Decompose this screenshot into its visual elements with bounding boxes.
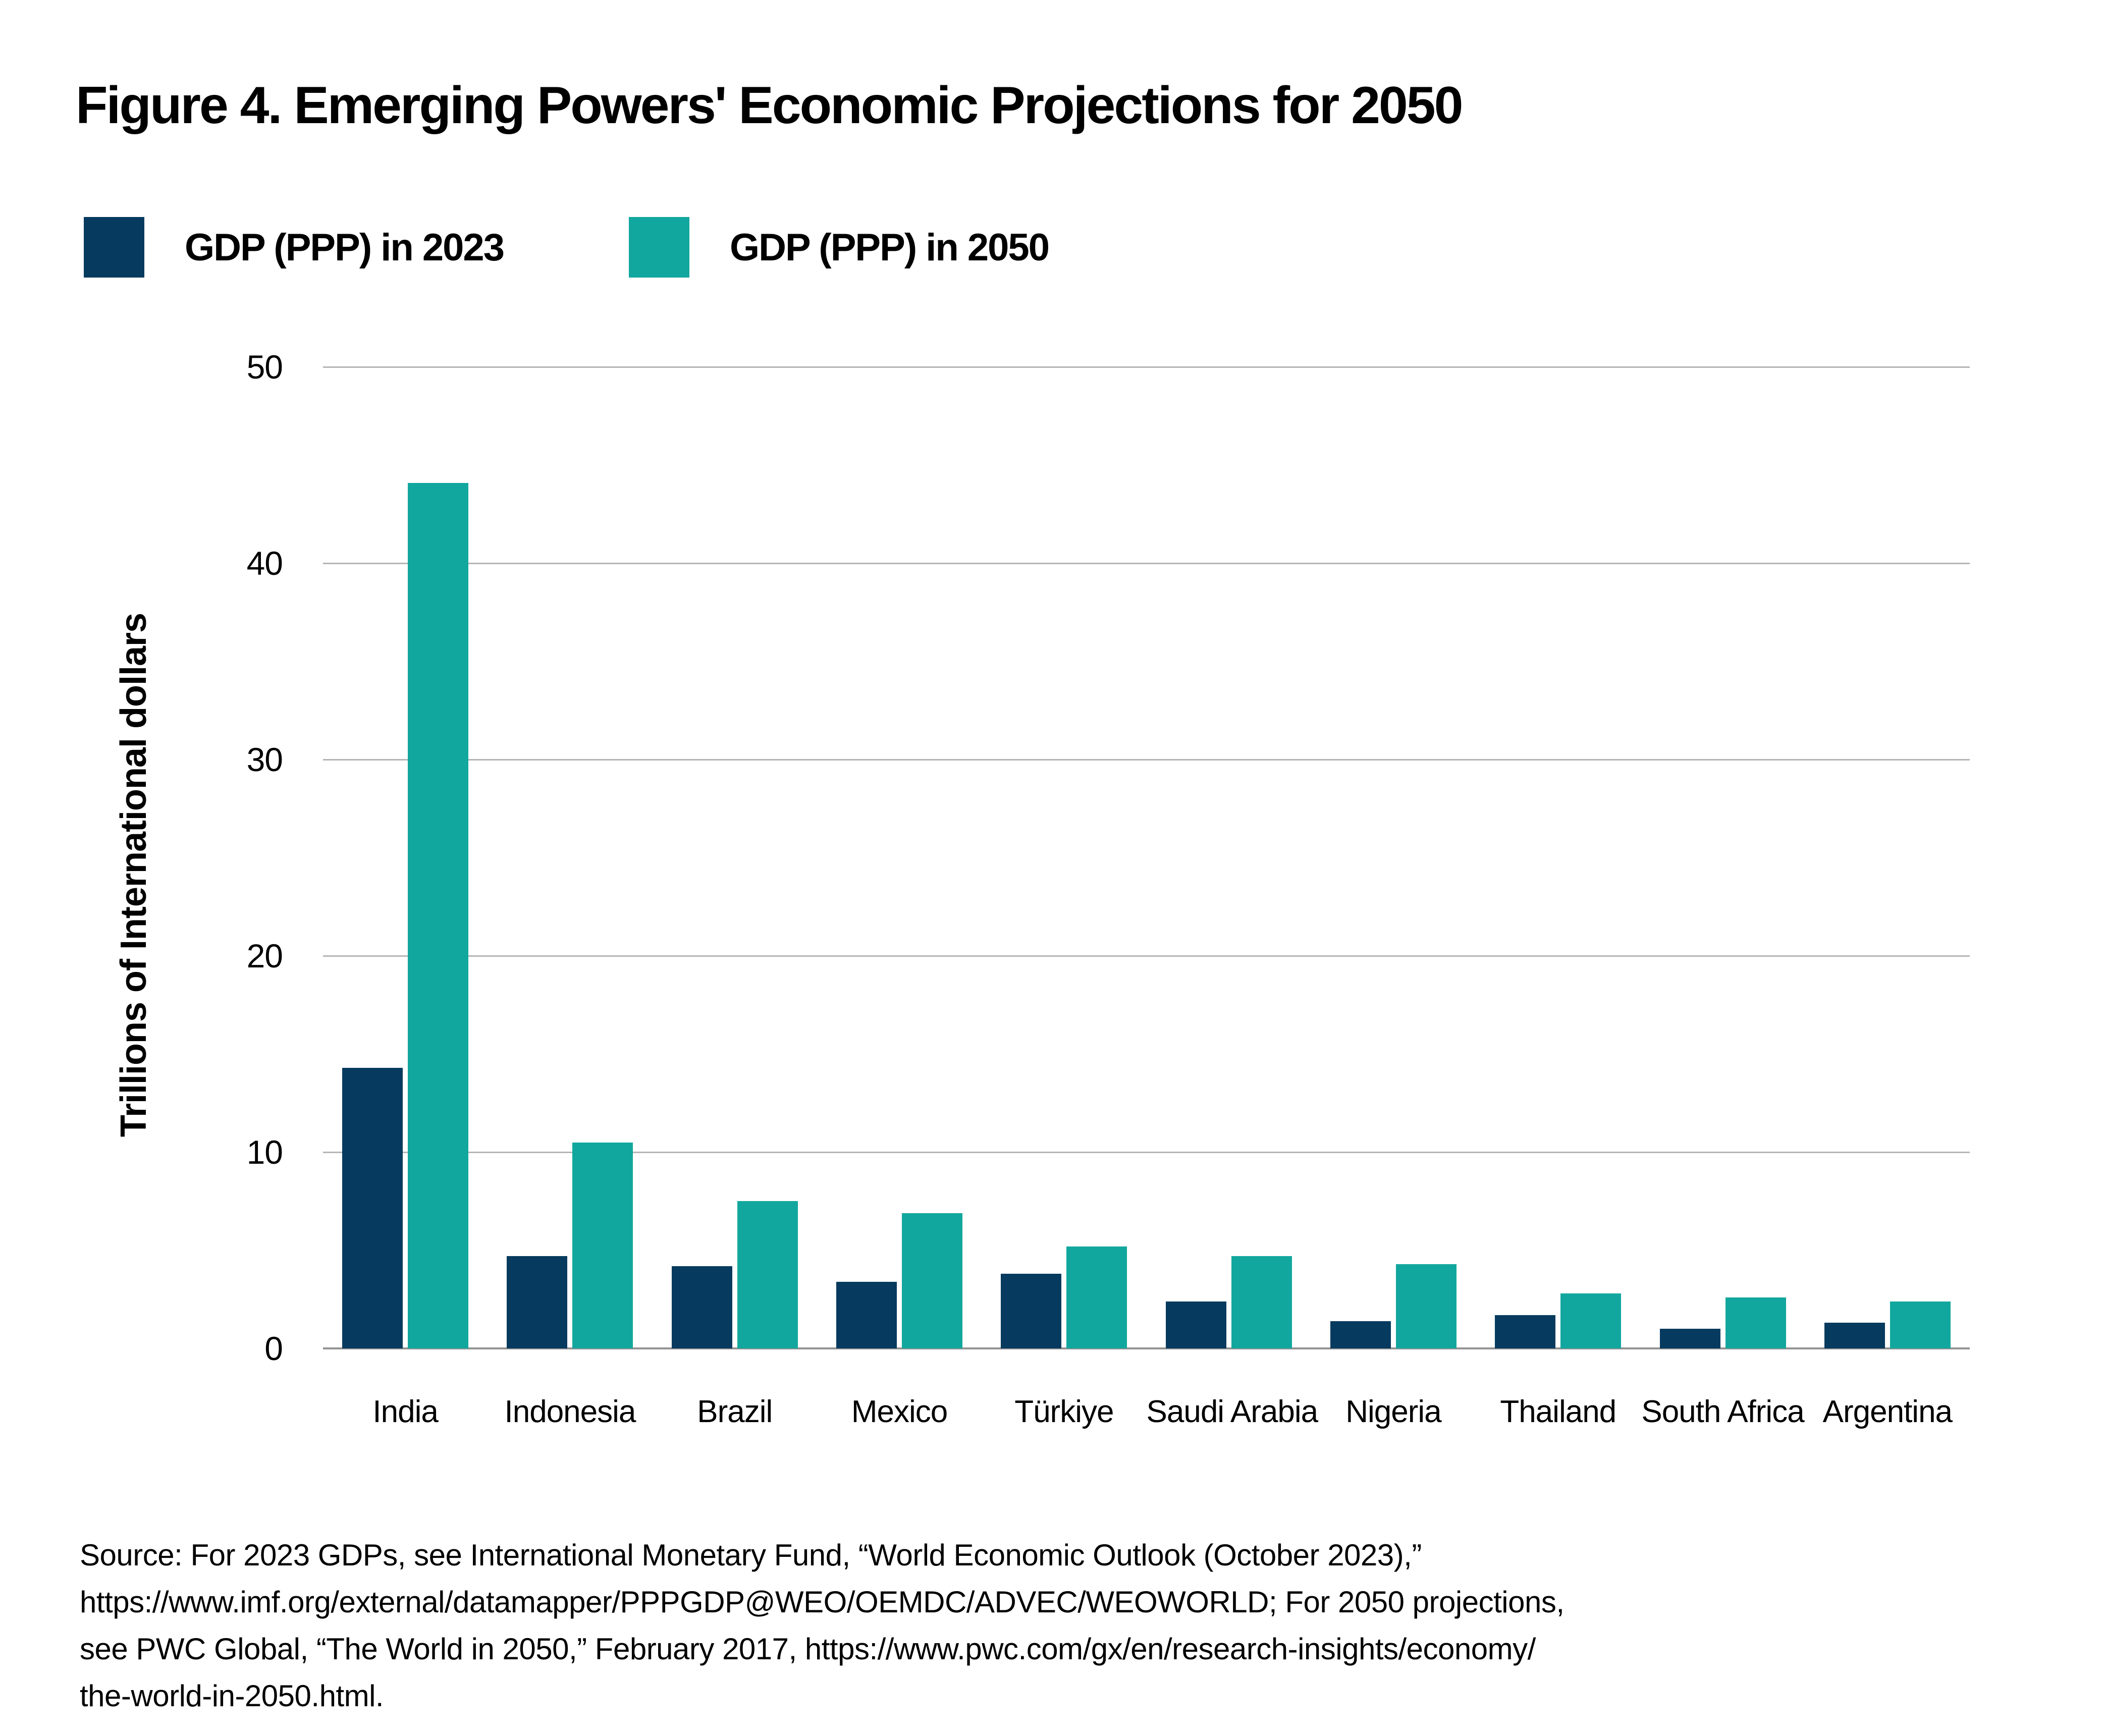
bar-2050-india [408,482,469,1348]
legend-item-2023: GDP (PPP) in 2023 [84,217,505,278]
bar-2023-nigeria [1330,1321,1391,1348]
bar-2050-thailand [1560,1293,1622,1348]
x-tick-label: Mexico [851,1394,948,1429]
bar-2050-south-africa [1725,1297,1786,1348]
bar-2050-indonesia [572,1142,633,1348]
bar-2050-brazil [737,1201,798,1348]
bar-2023-brazil [671,1266,732,1348]
bar-2023-india [342,1067,403,1348]
source-line: the-world-in-2050.html. [80,1679,384,1713]
legend-label-2050: GDP (PPP) in 2050 [730,226,1050,269]
figure-title: Figure 4. Emerging Powers' Economic Proj… [76,76,1463,135]
source-line: Source: For 2023 GDPs, see International… [80,1538,1422,1572]
legend-label-2023: GDP (PPP) in 2023 [185,226,505,269]
gridline [323,1151,1970,1153]
y-tick-label: 50 [246,348,283,386]
y-axis-title: Trillions of International dollars [114,613,154,1137]
bar-2050-mexico [902,1213,963,1348]
source-line: see PWC Global, “The World in 2050,” Feb… [80,1632,1536,1666]
legend-swatch-2023 [84,217,144,278]
bar-2050-argentina [1890,1301,1951,1348]
gridline [323,955,1970,957]
x-tick-label: Nigeria [1345,1394,1441,1429]
bar-2023-türkiye [1001,1274,1062,1348]
y-axis-ticks: 0 10 20 30 40 50 [151,348,283,1367]
y-tick-label: 30 [246,741,283,778]
gridline [323,562,1970,564]
bar-2023-indonesia [507,1256,568,1348]
bar-2023-south-africa [1659,1329,1720,1348]
y-tick-label: 40 [246,545,283,582]
plot-area [323,366,1970,1349]
y-tick-label: 20 [246,937,283,974]
x-tick-label: Indonesia [504,1394,636,1429]
bar-2050-türkiye [1066,1246,1127,1348]
bar-2050-saudi-arabia [1231,1256,1292,1348]
x-tick-label: Türkiye [1014,1394,1114,1429]
y-tick-label: 0 [264,1330,283,1367]
x-tick-label: Brazil [697,1394,773,1429]
source-line: https://www.imf.org/external/datamapper/… [80,1585,1565,1619]
x-tick-label: India [372,1394,438,1429]
x-axis-line [323,1347,1970,1349]
bar-2023-argentina [1824,1323,1885,1348]
x-axis-labels: India Indonesia Brazil Mexico Türkiye Saudi A… [323,1394,1970,1439]
bar-2050-nigeria [1395,1264,1457,1348]
legend-item-2050: GDP (PPP) in 2050 [629,217,1050,278]
gridline [323,758,1970,761]
y-tick-label: 10 [246,1133,283,1171]
x-tick-label: South Africa [1641,1394,1804,1429]
source-note: Source: For 2023 GDPs, see International… [80,1532,1977,1719]
bar-2023-saudi-arabia [1165,1301,1226,1348]
bar-2023-thailand [1495,1315,1556,1348]
x-tick-label: Thailand [1500,1394,1616,1429]
chart-legend: GDP (PPP) in 2023 GDP (PPP) in 2050 [84,217,1901,278]
x-tick-label: Argentina [1822,1394,1953,1429]
legend-swatch-2050 [629,217,689,278]
x-tick-label: Saudi Arabia [1146,1394,1319,1429]
gridline [323,366,1970,368]
bar-2023-mexico [836,1281,897,1348]
